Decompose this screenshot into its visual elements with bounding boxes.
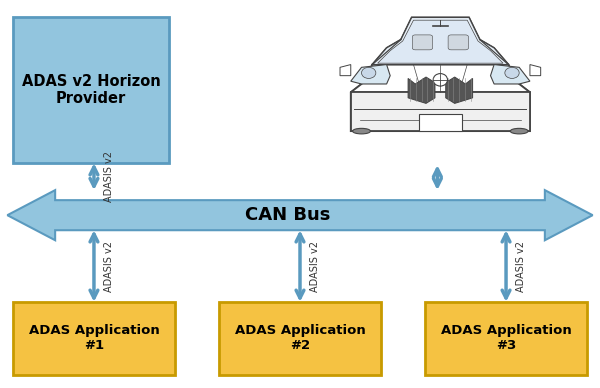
Text: ADAS Application
#1: ADAS Application #1 (29, 324, 160, 352)
Text: ADASIS v2: ADASIS v2 (310, 241, 320, 291)
Polygon shape (491, 64, 530, 84)
FancyBboxPatch shape (419, 114, 462, 131)
Polygon shape (7, 190, 593, 240)
Text: ADAS v2 Horizon
Provider: ADAS v2 Horizon Provider (22, 74, 160, 106)
Text: ADAS Application
#3: ADAS Application #3 (440, 324, 571, 352)
Text: ADASIS v2: ADASIS v2 (104, 241, 113, 291)
Polygon shape (401, 17, 480, 40)
Ellipse shape (362, 68, 376, 78)
Polygon shape (351, 40, 530, 131)
Ellipse shape (505, 68, 519, 78)
FancyBboxPatch shape (220, 302, 380, 375)
Ellipse shape (433, 74, 448, 86)
Ellipse shape (353, 128, 370, 134)
Text: ADASIS v2: ADASIS v2 (515, 241, 526, 291)
Polygon shape (351, 92, 530, 131)
Text: CAN Bus: CAN Bus (245, 206, 331, 224)
Polygon shape (372, 17, 508, 64)
Ellipse shape (510, 128, 528, 134)
Polygon shape (351, 64, 530, 92)
FancyBboxPatch shape (412, 35, 433, 50)
FancyBboxPatch shape (425, 302, 587, 375)
Polygon shape (408, 77, 435, 103)
FancyBboxPatch shape (13, 302, 175, 375)
Polygon shape (530, 64, 541, 76)
Polygon shape (340, 64, 351, 76)
Text: ADAS Application
#2: ADAS Application #2 (235, 324, 365, 352)
FancyBboxPatch shape (448, 35, 469, 50)
Polygon shape (446, 77, 473, 103)
FancyBboxPatch shape (13, 17, 169, 163)
Text: ADASIS v2: ADASIS v2 (104, 151, 113, 202)
Polygon shape (377, 20, 503, 63)
Polygon shape (351, 64, 390, 84)
